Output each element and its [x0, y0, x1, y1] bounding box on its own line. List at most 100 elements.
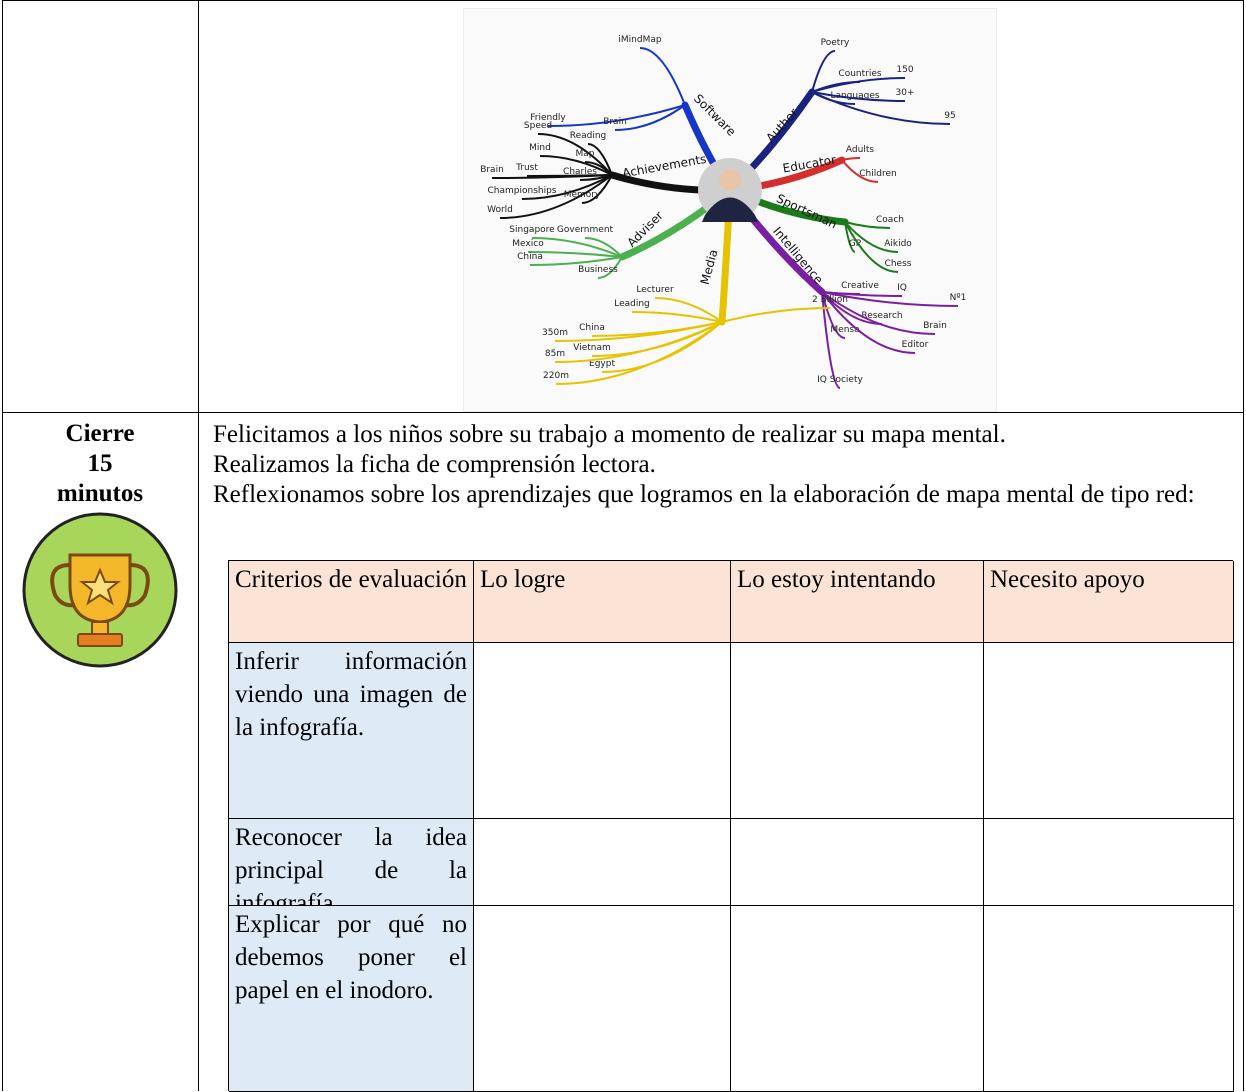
sub-branch — [581, 174, 613, 204]
paragraph: Reflexionamos sobre los aprendizajes que… — [213, 481, 1195, 508]
node-label: Poetry — [821, 38, 850, 48]
table-cell: Inferir información viendo una imagen de… — [229, 643, 474, 819]
node-label: China — [579, 323, 605, 333]
empty-cell — [984, 906, 1234, 1092]
node-label: 150 — [896, 65, 913, 75]
sub-branch — [631, 311, 723, 323]
node-label: World — [487, 205, 513, 215]
paragraph: Realizamos la ficha de comprensión lecto… — [213, 451, 656, 478]
node-label: Countries — [838, 69, 881, 79]
sub-branch — [527, 251, 623, 258]
node-label: GP — [849, 239, 862, 249]
trophy-icon — [22, 512, 178, 668]
node-label: IQ — [897, 283, 907, 293]
table-cell: Lo logre — [474, 561, 731, 643]
node-label: Vietnam — [573, 343, 611, 353]
stage-label: 15 — [87, 450, 113, 477]
sub-branch — [811, 91, 951, 125]
node-label: Mensa — [830, 325, 859, 335]
node-label: Friendly — [530, 113, 566, 123]
table-cell: Explicar por qué no debemos poner el pap… — [229, 906, 474, 1092]
table-cell: Criterios de evaluación — [229, 561, 474, 643]
node-label: Brain — [480, 165, 504, 175]
node-label: 85m — [545, 349, 565, 359]
stage-label: minutos — [56, 480, 144, 507]
node-label: Brain — [603, 117, 627, 127]
sub-branch — [537, 133, 613, 176]
node-label: 95 — [944, 111, 955, 121]
node-label: Mind — [529, 143, 551, 153]
sub-branch — [499, 174, 613, 219]
sub-branch — [821, 291, 959, 307]
border — [2, 0, 3, 1091]
sub-branch — [821, 291, 846, 339]
center-photo — [702, 197, 758, 222]
sub-branch — [821, 291, 916, 354]
sub-branch — [547, 104, 686, 127]
sub-branch — [587, 143, 613, 176]
node-label: 2 Billion — [812, 295, 848, 305]
sub-branch — [584, 237, 623, 258]
node-label: Championships — [488, 186, 557, 196]
evaluation-table: Criterios de evaluación Lo logre Lo estoy … — [228, 560, 1234, 1092]
empty-cell — [474, 819, 731, 906]
node-label: Languages — [830, 91, 879, 101]
node-label: Editor — [902, 340, 929, 350]
sub-branch — [554, 321, 723, 363]
node-label: Chess — [885, 259, 912, 269]
node-label: IQ Society — [817, 375, 863, 385]
node-label: Map — [576, 149, 595, 159]
node-label: 220m — [543, 371, 569, 381]
empty-cell — [731, 819, 984, 906]
node-label: Government — [557, 225, 614, 235]
sub-branch — [811, 91, 906, 102]
border — [2, 0, 1244, 1]
sub-branch — [529, 256, 623, 266]
center-photo — [719, 169, 741, 191]
sub-branch — [844, 221, 891, 229]
empty-cell — [731, 906, 984, 1092]
node-label: iMindMap — [618, 35, 661, 45]
sub-branch — [539, 155, 613, 176]
sub-branch — [841, 157, 861, 161]
table-cell: Reconocer la idea principal de la infogr… — [229, 819, 474, 917]
sub-branch — [555, 321, 723, 385]
node-label: Coach — [876, 215, 904, 225]
sub-branch — [721, 307, 831, 323]
sub-branch — [844, 221, 856, 253]
border — [1243, 0, 1244, 1091]
node-label: Speed — [524, 121, 552, 131]
sub-branch — [844, 221, 899, 273]
node-label: Trust — [515, 163, 538, 173]
sub-branch — [811, 77, 906, 93]
sub-branch — [811, 50, 836, 93]
node-label: Creative — [841, 281, 879, 291]
stage-label: Cierre — [65, 420, 135, 447]
node-label: Aikido — [884, 239, 912, 249]
empty-cell — [474, 643, 731, 819]
table-cell: Necesito apoyo — [984, 561, 1234, 643]
border — [2, 412, 1244, 413]
node-label: 350m — [542, 328, 568, 338]
node-label: Children — [859, 169, 896, 179]
sub-branch — [841, 159, 879, 183]
node-label: Business — [578, 265, 618, 275]
empty-cell — [984, 643, 1234, 819]
sub-branch — [639, 47, 686, 106]
sub-branch — [821, 291, 841, 389]
sub-branch — [821, 291, 936, 335]
node-label: Research — [861, 311, 902, 321]
node-label: 30+ — [896, 88, 915, 98]
node-label: Charles — [563, 167, 597, 177]
sub-branch — [654, 297, 723, 323]
node-label: Nº1 — [950, 293, 967, 303]
node-label: Brain — [923, 321, 947, 331]
sub-branch — [584, 161, 613, 176]
node-label: Egypt — [589, 359, 615, 369]
sub-branch — [844, 221, 899, 253]
node-label: Leading — [614, 299, 650, 309]
node-label: China — [517, 252, 543, 262]
node-label: Adults — [846, 145, 874, 155]
